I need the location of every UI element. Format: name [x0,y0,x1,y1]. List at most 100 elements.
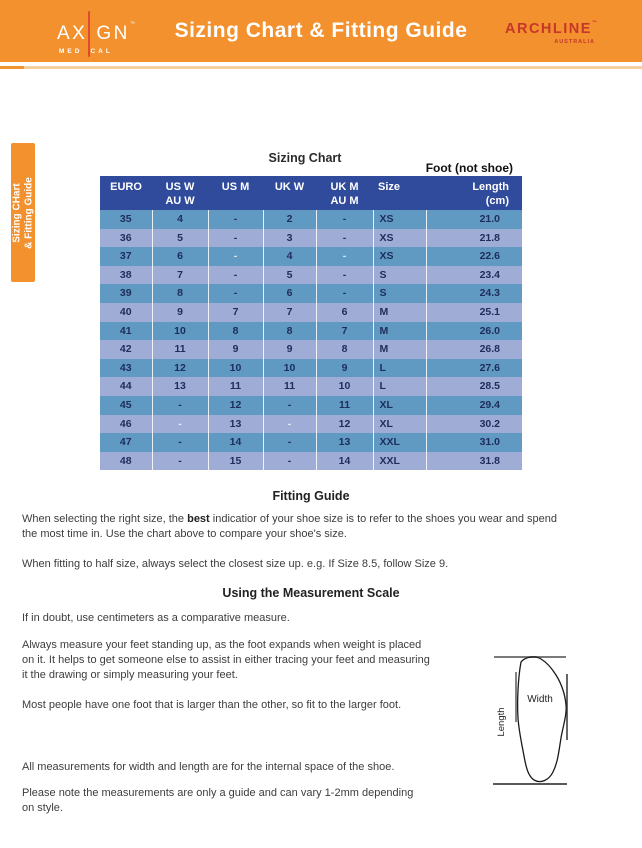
table-cell: - [315,247,373,266]
sizing-table-body: 35 4-2- XS 21.0 36 5-3- XS 21.8 37 6-4- XS 22.6 38 7-… [100,210,522,471]
sizing-table-header: EURO US W AU W US M UK W UK M AU M Size Length (c… [100,176,522,210]
table-cell: 4 [262,247,316,266]
table-cell: 24.3 [425,284,522,303]
side-tab-sizing-chart: Sizing CHart & Fitting Guide [11,143,35,282]
table-cell: 11 [207,377,263,396]
table-cell: 7 [262,302,316,322]
table-row: 44 13 11 11 10 L 28.5 [100,377,522,396]
table-cell: 45 [119,398,132,411]
table-cell: - [315,265,373,285]
measurement-paragraph-2: Always measure your feet standing up, as… [22,639,430,681]
table-cell: 39 [119,287,132,300]
table-cell: 12 [151,358,208,378]
trademark-symbol: ™ [129,21,135,27]
column-header: Length (cm) [426,176,522,210]
table-cell: 11 [151,340,208,359]
sizing-table: EURO US W AU W US M UK W UK M AU M Size Length (c… [100,176,522,471]
table-cell: 38 [119,268,132,281]
table-cell: 47 [119,436,132,449]
length-label: Length [496,707,507,736]
axign-part2: GN [96,23,130,44]
table-cell: 6 [151,247,208,266]
table-cell: - [315,210,373,229]
table-cell: 7 [207,302,263,322]
table-cell: 13 [151,377,208,396]
foot-outline [516,656,567,783]
axign-wordmark: AX GN ™ [57,21,135,45]
header-band: AX GN ™ MED CAL Sizing Chart & Fitting G… [0,0,642,62]
table-row: 38 7-5- S 23.4 [100,265,522,285]
table-cell: - [315,228,373,248]
table-cell: - [151,433,208,452]
table-cell: 10 [207,358,263,378]
table-cell: 27.6 [425,358,522,378]
table-row: 48-15-14 XXL 31.8 [100,451,522,471]
table-cell: 13 [315,433,373,452]
table-cell: XXL [372,451,426,471]
table-cell: - [262,433,316,452]
table-cell: L [372,377,426,396]
table-cell: - [207,284,263,303]
column-header: US W AU W [152,176,208,210]
table-cell: 8 [315,340,373,359]
table-cell: XS [372,247,426,266]
measurement-scale-heading: Using the Measurement Scale [222,586,400,600]
fitting-guide-heading: Fitting Guide [272,489,350,503]
table-cell: L [372,358,426,378]
table-cell: 6 [315,302,373,322]
axign-part1: AX [57,23,88,44]
side-tab-label: Sizing CHart & Fitting Guide [11,176,34,249]
table-cell: 14 [315,451,373,471]
table-cell: 14 [207,433,263,452]
measurement-paragraph-4: All measurements for width and length ar… [22,761,395,773]
table-cell: 10 [315,377,373,396]
table-cell: - [262,395,316,415]
table-row: 42 11 9 9 8 M 26.8 [100,340,522,359]
table-row: 41 10 8 8 7 M 26.0 [100,321,522,341]
page-title: Sizing Chart & Fitting Guide [174,19,468,42]
measurement-paragraph-1: If in doubt, use centimeters as a compar… [22,612,290,624]
table-cell: - [207,247,263,266]
measurement-paragraph-3: Most people have one foot that is larger… [22,699,402,711]
archline-wordmark: ARCHLINE ™ [505,20,597,37]
table-cell: 23.4 [425,265,522,285]
table-cell: 36 [119,231,132,244]
table-row: 45-12-11 XL 29.4 [100,395,522,415]
table-cell: 5 [151,228,208,248]
table-cell: 29.4 [425,395,522,415]
archline-australia-sub: AUSTRALIA [554,39,595,45]
table-cell: 7 [151,265,208,285]
table-cell: M [372,302,426,322]
table-cell: 12 [315,414,373,434]
table-cell: - [207,228,263,248]
table-cell: 9 [315,358,373,378]
table-row: 35 4-2- XS 21.0 [100,210,522,229]
table-cell: 3 [262,228,316,248]
table-cell: 46 [119,417,132,430]
axign-red-stroke [88,11,90,57]
table-cell: 7 [315,321,373,341]
table-cell: - [151,395,208,415]
table-cell: 26.0 [425,321,522,341]
table-cell: XS [372,228,426,248]
table-cell: XXL [372,433,426,452]
table-row: 46-13-12 XL 30.2 [100,414,522,434]
table-cell: 26.8 [425,340,522,359]
table-cell: S [372,284,426,303]
column-header: Size [373,176,426,210]
table-cell: 9 [262,340,316,359]
table-cell: 37 [119,250,132,263]
table-cell: 5 [262,265,316,285]
axign-medical-sub: MED CAL [59,48,113,55]
table-row: 47-14-13 XXL 31.0 [100,433,522,452]
table-cell: M [372,340,426,359]
table-cell: 8 [151,284,208,303]
table-cell: 15 [207,451,263,471]
axign-medical-logo: AX GN ™ MED CAL [57,11,135,57]
table-cell: 30.2 [425,414,522,434]
table-cell: - [207,265,263,285]
table-cell: XL [372,414,426,434]
table-cell: 8 [207,321,263,341]
table-cell: 25.1 [425,302,522,322]
column-header: EURO [100,176,152,210]
